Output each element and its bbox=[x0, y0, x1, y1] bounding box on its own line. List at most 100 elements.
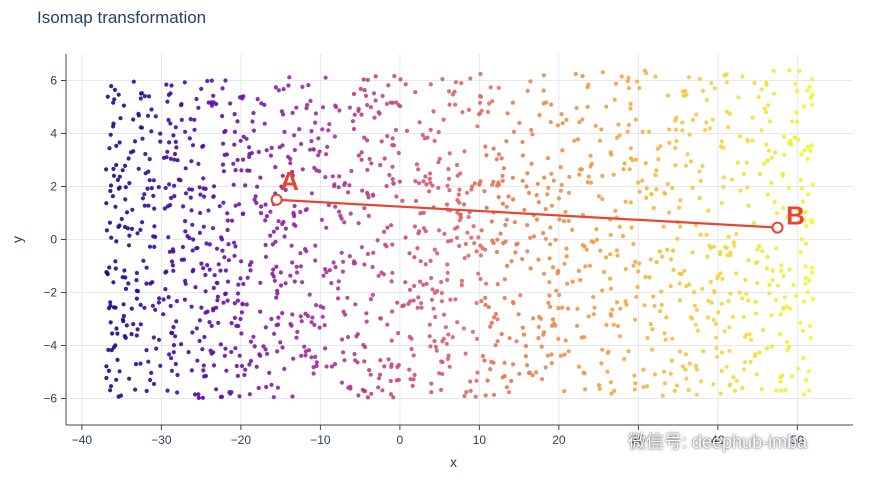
scatter-point bbox=[307, 292, 312, 297]
scatter-point bbox=[548, 225, 553, 230]
scatter-point bbox=[620, 234, 626, 239]
scatter-point bbox=[302, 344, 307, 349]
scatter-point bbox=[745, 185, 750, 190]
scatter-point bbox=[527, 370, 532, 375]
scatter-point bbox=[600, 173, 605, 178]
scatter-point bbox=[378, 372, 383, 377]
scatter-point bbox=[690, 250, 695, 255]
scatter-point bbox=[544, 100, 549, 105]
scatter-point bbox=[216, 320, 221, 325]
scatter-point bbox=[221, 169, 226, 174]
scatter-point bbox=[147, 178, 152, 183]
scatter-point bbox=[258, 353, 263, 358]
scatter-point bbox=[611, 172, 616, 177]
scatter-point bbox=[700, 163, 705, 168]
scatter-point bbox=[484, 205, 489, 210]
scatter-point bbox=[424, 281, 429, 286]
scatter-point bbox=[232, 142, 237, 147]
scatter-point bbox=[396, 150, 401, 156]
scatter-point bbox=[811, 297, 816, 302]
scatter-point bbox=[794, 88, 800, 94]
scatter-point bbox=[536, 200, 542, 205]
annotation-marker-b bbox=[771, 221, 784, 234]
scatter-point bbox=[397, 179, 402, 184]
scatter-point bbox=[360, 188, 365, 193]
scatter-point bbox=[110, 194, 115, 199]
scatter-point bbox=[362, 206, 367, 211]
scatter-point bbox=[182, 80, 187, 85]
scatter-point bbox=[799, 186, 805, 191]
scatter-point bbox=[444, 202, 450, 207]
scatter-point bbox=[299, 353, 304, 358]
scatter-point bbox=[174, 319, 179, 324]
scatter-point bbox=[428, 258, 433, 263]
scatter-point bbox=[608, 276, 613, 281]
scatter-point bbox=[138, 96, 143, 101]
scatter-point bbox=[247, 362, 252, 367]
scatter-point bbox=[339, 216, 344, 221]
scatter-point bbox=[543, 236, 548, 241]
scatter-point bbox=[465, 230, 470, 235]
scatter-point bbox=[420, 132, 425, 138]
scatter-point bbox=[462, 149, 467, 154]
scatter-point bbox=[753, 311, 759, 316]
scatter-point bbox=[482, 358, 487, 363]
scatter-point bbox=[784, 304, 789, 309]
scatter-point bbox=[364, 319, 369, 324]
scatter-point bbox=[217, 204, 222, 209]
scatter-point bbox=[298, 314, 303, 319]
scatter-point bbox=[281, 87, 286, 92]
scatter-point bbox=[123, 197, 128, 202]
scatter-point bbox=[677, 205, 682, 210]
scatter-point bbox=[282, 234, 287, 239]
scatter-point bbox=[411, 298, 416, 303]
scatter-point bbox=[597, 138, 603, 143]
scatter-point bbox=[225, 218, 230, 223]
scatter-point bbox=[474, 336, 480, 341]
scatter-point bbox=[659, 289, 664, 294]
scatter-point bbox=[628, 146, 634, 151]
scatter-point bbox=[226, 242, 231, 247]
scatter-point bbox=[163, 270, 168, 275]
scatter-point bbox=[201, 176, 206, 181]
scatter-point bbox=[303, 247, 308, 252]
scatter-point bbox=[370, 192, 376, 197]
scatter-point bbox=[725, 253, 730, 258]
scatter-point bbox=[436, 130, 441, 135]
scatter-point bbox=[589, 161, 595, 166]
scatter-point bbox=[150, 280, 155, 285]
scatter-point bbox=[669, 358, 675, 363]
scatter-point bbox=[203, 373, 208, 379]
scatter-point bbox=[156, 337, 162, 342]
scatter-point bbox=[523, 344, 529, 349]
scatter-point bbox=[114, 239, 119, 244]
scatter-point bbox=[178, 178, 183, 183]
scatter-point bbox=[495, 282, 500, 287]
scatter-point bbox=[310, 315, 315, 320]
scatter-point bbox=[171, 249, 176, 254]
scatter-point bbox=[577, 172, 582, 177]
scatter-point bbox=[612, 388, 617, 393]
scatter-point bbox=[433, 344, 438, 349]
scatter-point bbox=[336, 209, 342, 214]
scatter-point bbox=[311, 371, 316, 376]
scatter-point bbox=[798, 320, 803, 325]
scatter-point bbox=[789, 374, 795, 379]
scatter-point bbox=[637, 85, 642, 91]
scatter-point bbox=[764, 110, 769, 115]
scatter-point bbox=[562, 352, 567, 357]
scatter-point bbox=[478, 276, 483, 282]
scatter-point bbox=[740, 296, 745, 301]
scatter-point bbox=[604, 322, 609, 327]
scatter-point bbox=[777, 331, 783, 336]
scatter-point bbox=[127, 233, 132, 238]
scatter-point bbox=[235, 119, 240, 124]
scatter-point bbox=[528, 235, 533, 240]
scatter-point bbox=[720, 276, 725, 282]
scatter-point bbox=[356, 221, 361, 226]
axes-layer bbox=[61, 54, 853, 430]
scatter-point bbox=[605, 369, 610, 374]
scatter-point bbox=[444, 341, 449, 346]
scatter-point bbox=[283, 187, 288, 192]
scatter-point bbox=[141, 258, 146, 263]
